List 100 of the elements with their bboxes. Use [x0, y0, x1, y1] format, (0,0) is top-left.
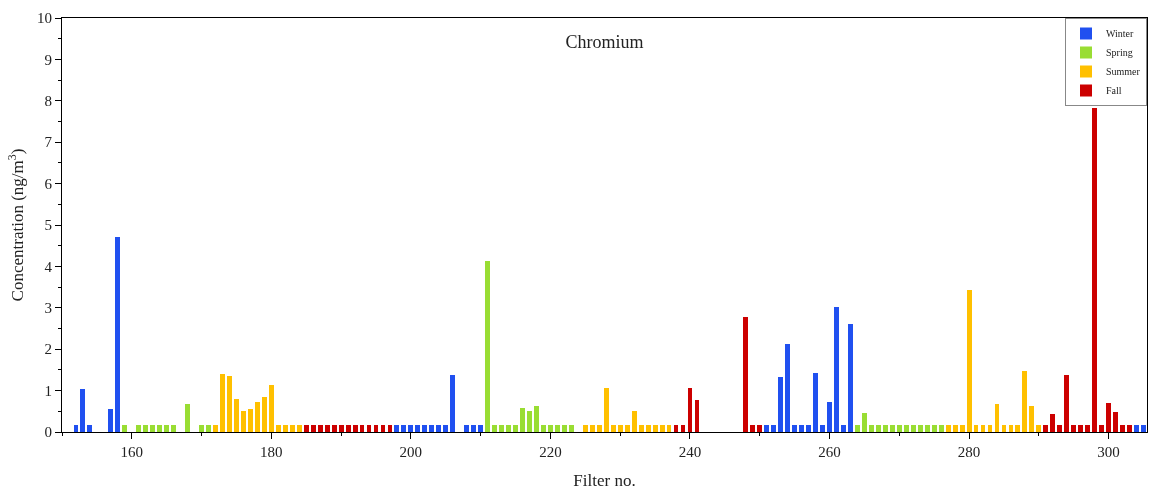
bar [1043, 425, 1048, 432]
bar [164, 425, 169, 432]
bar [632, 411, 637, 432]
bar [1134, 425, 1139, 432]
bar [115, 237, 120, 432]
bar [1002, 425, 1006, 432]
bar [1113, 412, 1118, 432]
bar [541, 425, 546, 432]
bar [1029, 406, 1034, 432]
bar [478, 425, 483, 432]
bar [611, 425, 616, 432]
bar [660, 425, 665, 432]
y-tick-label: 6 [44, 175, 53, 192]
bar [227, 376, 232, 432]
bar [1099, 425, 1104, 432]
bar [848, 324, 853, 432]
bar [388, 425, 392, 432]
bar [995, 404, 999, 432]
bar [234, 399, 239, 432]
bar [185, 404, 190, 432]
bar [548, 425, 553, 432]
bar [443, 425, 448, 432]
y-tick-label: 0 [44, 424, 52, 441]
bar [618, 425, 623, 432]
bar [520, 408, 525, 432]
bar [1106, 403, 1111, 432]
bar [527, 411, 532, 432]
bar [834, 307, 839, 432]
bar [911, 425, 916, 432]
bar [318, 425, 323, 432]
bar [248, 409, 253, 432]
y-tick-label: 2 [44, 341, 52, 358]
bar [681, 425, 685, 432]
bar [157, 425, 162, 432]
bar [841, 425, 846, 432]
legend-label: Spring [1106, 47, 1133, 59]
bar [799, 425, 804, 432]
bar [436, 425, 441, 432]
bar [967, 290, 972, 432]
bar [499, 425, 504, 432]
bar [862, 413, 867, 432]
bar [1050, 414, 1055, 432]
bar [1057, 425, 1062, 432]
bar [513, 425, 518, 432]
bar [360, 425, 364, 432]
bar [855, 425, 860, 432]
bar [171, 425, 176, 432]
bar [1022, 371, 1027, 432]
bar [583, 425, 588, 432]
bar [820, 425, 825, 432]
y-tick-label: 9 [44, 51, 52, 68]
y-tick-label: 8 [44, 93, 52, 110]
bar [869, 425, 874, 432]
bar [450, 375, 455, 432]
bar [311, 425, 316, 432]
bar [283, 425, 288, 432]
bar [220, 374, 225, 432]
bar [639, 425, 644, 432]
bar [534, 406, 539, 432]
x-tick-label: 200 [399, 444, 423, 461]
bar [381, 425, 385, 432]
x-axis-title: Filter no. [573, 471, 636, 491]
bar [813, 373, 818, 432]
bar [904, 425, 909, 432]
bar [974, 425, 978, 432]
bar [946, 425, 951, 432]
bar [569, 425, 574, 432]
bar [918, 425, 923, 432]
bar [401, 425, 406, 432]
bar [653, 425, 658, 432]
bar [1036, 425, 1041, 432]
x-tick-label: 280 [957, 444, 981, 461]
y-tick-label: 3 [44, 300, 52, 317]
bar [827, 402, 832, 432]
bar [408, 425, 413, 432]
x-tick-label: 180 [260, 444, 283, 461]
bar [743, 317, 748, 432]
legend-label: Fall [1106, 85, 1122, 97]
bar [625, 425, 630, 432]
bar [87, 425, 92, 432]
bar [883, 425, 888, 432]
x-tick-label: 220 [539, 444, 562, 461]
bar [604, 388, 609, 432]
bar [806, 425, 811, 432]
bar [590, 425, 595, 432]
text: Chromium [565, 31, 644, 52]
bar [325, 425, 330, 432]
bar [1009, 425, 1013, 432]
bar [269, 385, 274, 432]
bar [136, 425, 141, 432]
bar [960, 425, 965, 432]
bar [939, 425, 944, 432]
x-tick-label: 300 [1097, 444, 1120, 461]
y-tick-label: 1 [44, 382, 52, 399]
bar [297, 425, 302, 432]
y-tick-label: 7 [44, 134, 53, 151]
bar [1085, 425, 1090, 432]
bar [785, 344, 790, 432]
bar [339, 425, 344, 432]
bar [122, 425, 127, 432]
